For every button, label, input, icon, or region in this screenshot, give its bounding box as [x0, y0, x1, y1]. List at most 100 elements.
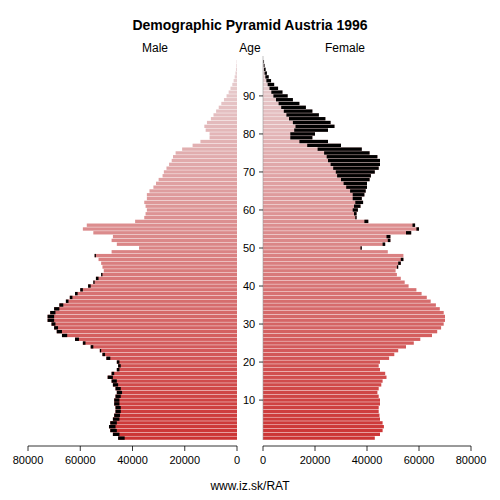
excess-bar — [413, 224, 416, 227]
excess-bar — [116, 410, 121, 413]
bar — [210, 136, 237, 139]
excess-bar — [116, 387, 121, 390]
excess-bar — [118, 364, 121, 367]
bar — [227, 94, 237, 97]
bar — [229, 90, 237, 93]
female-bars — [263, 60, 445, 440]
bar — [263, 193, 364, 196]
bar — [263, 174, 371, 177]
excess-bar — [66, 300, 69, 303]
bar — [263, 83, 274, 86]
excess-bar — [93, 281, 94, 284]
legend-label: Male — [142, 41, 168, 55]
bar — [263, 410, 379, 413]
bar — [159, 178, 237, 181]
excess-bar — [59, 303, 63, 306]
bar — [235, 71, 237, 74]
bar — [263, 273, 397, 276]
bar — [144, 216, 237, 219]
excess-bar — [112, 379, 117, 382]
bar — [263, 387, 379, 390]
excess-bar — [416, 227, 419, 230]
excess-bar — [327, 155, 378, 158]
bar — [263, 98, 293, 101]
bar — [91, 345, 237, 348]
excess-bar — [318, 147, 362, 150]
excess-bar — [401, 258, 404, 261]
tick — [263, 446, 264, 451]
bar — [263, 170, 375, 173]
excess-bar — [101, 273, 102, 276]
bar — [236, 68, 237, 71]
bar — [263, 395, 379, 398]
tick-label: 80000 — [456, 454, 487, 466]
excess-bar — [118, 436, 125, 439]
bar — [263, 296, 427, 299]
tick-label: 0 — [234, 454, 240, 466]
excess-bar — [406, 231, 411, 234]
excess-bar — [100, 349, 101, 352]
bar — [263, 330, 437, 333]
bar — [96, 277, 237, 280]
bar — [263, 300, 431, 303]
bar — [211, 117, 237, 120]
excess-bar — [290, 136, 312, 139]
bar — [263, 425, 384, 428]
bar — [263, 68, 266, 71]
excess-bar — [83, 341, 86, 344]
tick — [259, 95, 263, 96]
male-bars — [48, 60, 237, 440]
bar — [113, 383, 237, 386]
bar — [263, 357, 389, 360]
bar — [263, 326, 441, 329]
excess-bar — [387, 235, 391, 238]
bar — [117, 368, 237, 371]
tick — [419, 446, 420, 451]
bar — [193, 144, 237, 147]
excess-bar — [110, 421, 117, 424]
bar — [153, 185, 237, 188]
excess-bar — [364, 220, 368, 223]
tick-label: 60000 — [65, 454, 96, 466]
bar — [147, 193, 237, 196]
bar — [263, 140, 328, 143]
bar — [263, 132, 315, 135]
bar — [263, 379, 383, 382]
excess-bar — [276, 98, 293, 101]
excess-bar — [353, 193, 365, 196]
excess-bar — [54, 307, 59, 310]
excess-bar — [271, 90, 282, 93]
excess-bar — [336, 170, 375, 173]
bar — [207, 121, 237, 124]
bar — [263, 205, 361, 208]
bar — [263, 311, 444, 314]
excess-bar — [353, 197, 362, 200]
excess-bar — [388, 239, 391, 242]
excess-bar — [52, 322, 56, 325]
excess-bar — [383, 243, 386, 246]
excess-bar — [117, 360, 120, 363]
bar — [263, 372, 385, 375]
bar — [263, 265, 398, 268]
excess-bar — [293, 121, 331, 124]
bar — [59, 303, 237, 306]
excess-bar — [289, 117, 325, 120]
bar — [263, 102, 299, 105]
bar — [99, 258, 237, 261]
excess-bar — [113, 417, 120, 420]
bar — [263, 406, 379, 409]
excess-bar — [273, 94, 287, 97]
bar — [75, 338, 237, 341]
excess-bar — [324, 151, 370, 154]
bar — [263, 113, 319, 116]
bar — [206, 128, 237, 131]
excess-bar — [112, 372, 115, 375]
bar — [263, 284, 409, 287]
bar — [263, 235, 390, 238]
bar — [263, 147, 362, 150]
bar — [139, 246, 237, 249]
tick-label: 0 — [260, 454, 266, 466]
bar — [204, 125, 237, 128]
bar — [116, 395, 237, 398]
bar — [57, 330, 237, 333]
